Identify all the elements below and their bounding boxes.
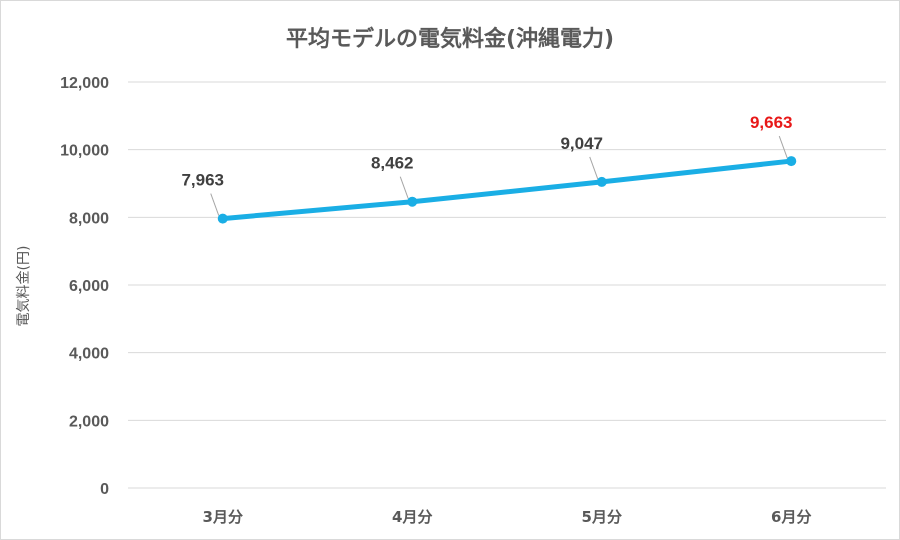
leader-line (778, 135, 788, 159)
y-tick-label: 10,000 (60, 143, 109, 160)
data-point (596, 176, 607, 187)
y-tick-label: 4,000 (69, 346, 109, 363)
y-tick-label: 2,000 (69, 413, 109, 430)
chart-title: 平均モデルの電気料金(沖縄電力) (285, 27, 615, 52)
data-label: 8,462 (371, 154, 414, 173)
data-label: 9,047 (560, 134, 603, 153)
x-tick-label: 5月分 (582, 508, 622, 526)
data-point (217, 213, 228, 224)
x-tick-label: 6月分 (771, 508, 811, 526)
data-point (786, 156, 797, 167)
leader-line (589, 156, 599, 180)
x-tick-label: 4月分 (392, 508, 432, 526)
leader-line (399, 176, 409, 199)
y-tick-label: 8,000 (69, 210, 109, 227)
x-tick-label: 3月分 (203, 508, 243, 526)
y-tick-label: 12,000 (60, 75, 109, 92)
y-tick-label: 6,000 (69, 278, 109, 295)
data-point (407, 196, 418, 207)
leader-line (210, 193, 220, 216)
data-label: 7,963 (181, 171, 224, 190)
series-line (220, 158, 794, 222)
data-label: 9,663 (750, 113, 793, 132)
y-tick-label: 0 (100, 481, 109, 498)
